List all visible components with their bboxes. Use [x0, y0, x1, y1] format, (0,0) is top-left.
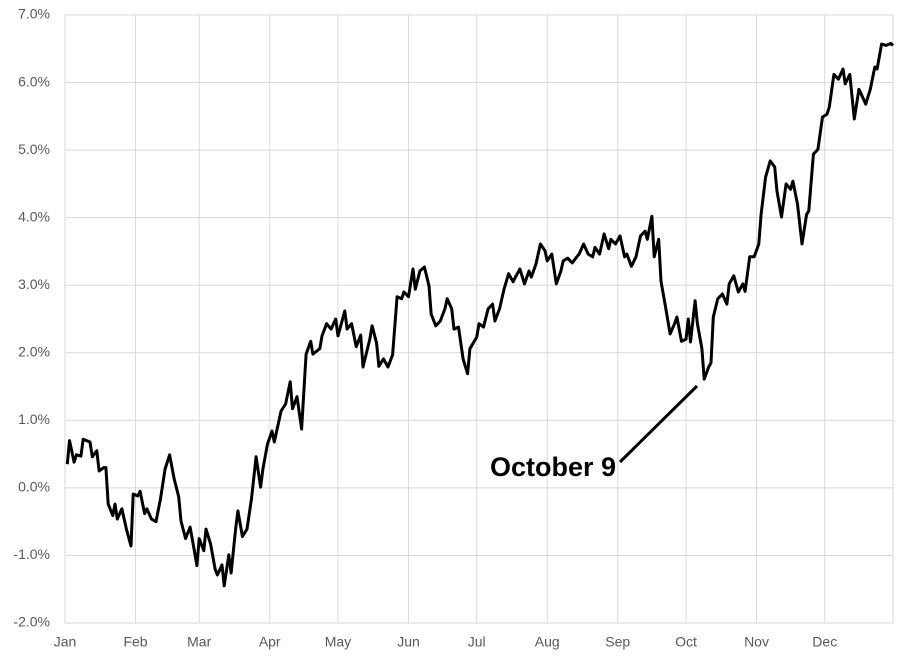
y-tick-label: -1.0% — [13, 546, 50, 562]
annotation-arrow — [618, 384, 699, 464]
annotation: October 9 — [490, 452, 616, 482]
y-tick-label: 6.0% — [18, 73, 50, 89]
grid — [64, 14, 894, 624]
y-tick-label: 4.0% — [18, 208, 50, 224]
y-tick-label: 1.0% — [18, 411, 50, 427]
x-tick-label: Nov — [744, 634, 769, 650]
y-tick-label: 7.0% — [18, 6, 50, 22]
x-tick-label: Jun — [397, 634, 420, 650]
x-tick-label: May — [325, 634, 351, 650]
x-tick-label: Dec — [812, 634, 837, 650]
x-tick-label: Mar — [187, 634, 211, 650]
y-tick-label: 5.0% — [18, 141, 50, 157]
x-tick-label: Jan — [54, 634, 77, 650]
x-tick-label: Sep — [605, 634, 630, 650]
x-tick-label: Feb — [123, 634, 147, 650]
x-tick-label: Aug — [535, 634, 560, 650]
line — [65, 41, 894, 588]
y-tick-label: -2.0% — [13, 614, 50, 630]
y-tick-label: 2.0% — [18, 343, 50, 359]
x-tick-label: Oct — [675, 634, 697, 650]
y-tick-label: 0.0% — [18, 479, 50, 495]
y-tick-label: 3.0% — [18, 276, 50, 292]
x-tick-label: Jul — [468, 634, 486, 650]
x-tick-label: Apr — [259, 634, 281, 650]
